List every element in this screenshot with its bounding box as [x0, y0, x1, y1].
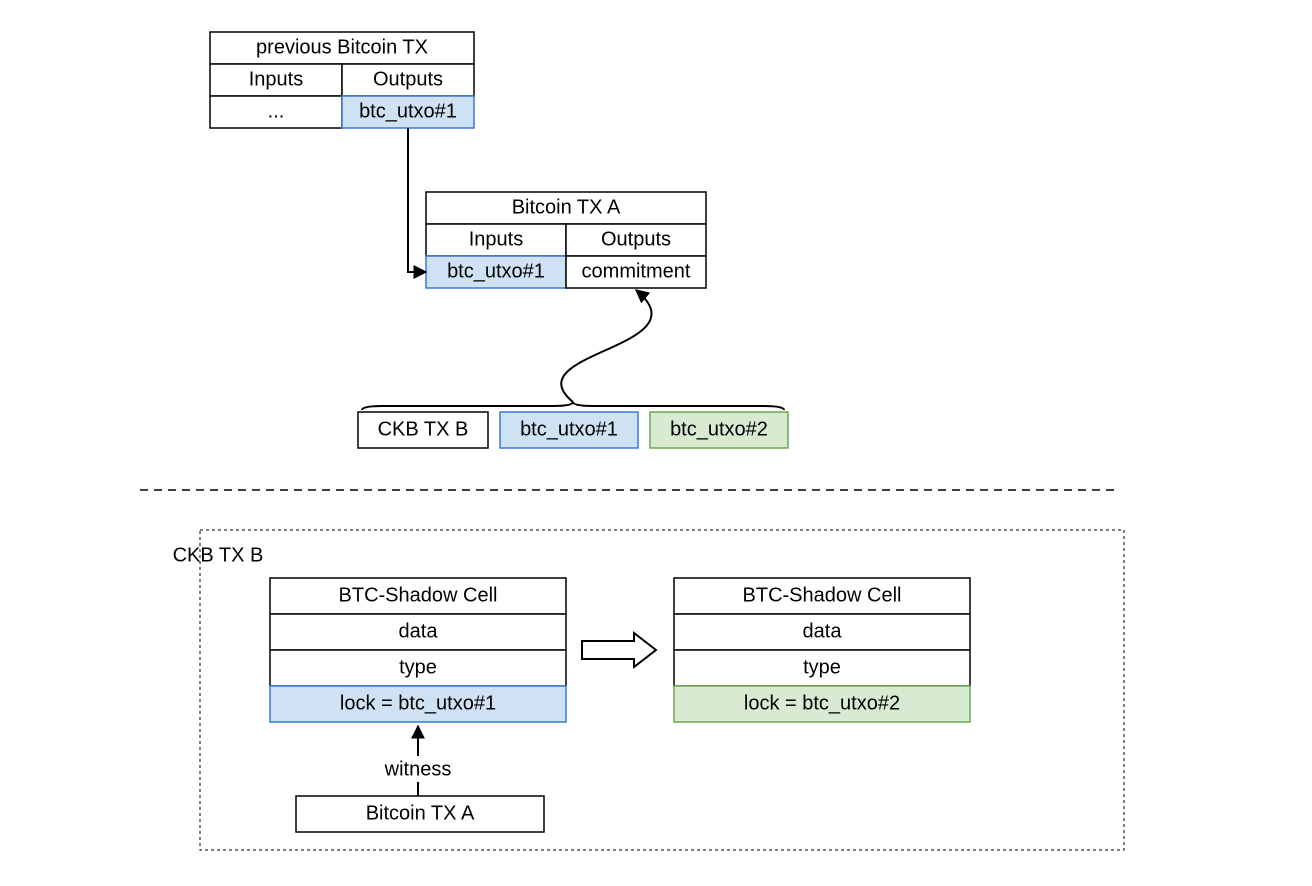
bitcoin-tx-a: Bitcoin TX A Inputs Outputs btc_utxo#1 commi… — [426, 192, 706, 288]
transform-arrow-icon — [582, 633, 656, 667]
btc-shadow-cell-right-row-2: type — [803, 656, 841, 678]
svg-text:CKB TX B: CKB TX B — [378, 418, 469, 440]
previous-bitcoin-tx: previous Bitcoin TX Inputs Outputs... btc_u… — [210, 32, 474, 128]
btc-shadow-cell-left-row-3: lock = btc_utxo#1 — [340, 692, 496, 714]
svg-text:btc_utxo#1: btc_utxo#1 — [359, 100, 457, 122]
commitment-brace — [362, 402, 784, 410]
btc-shadow-cell-right-row-3: lock = btc_utxo#2 — [744, 692, 900, 714]
svg-text:btc_utxo#1: btc_utxo#1 — [520, 418, 618, 440]
btc-shadow-cell-left: BTC-Shadow Cell data type lock = btc_utxo#1 — [270, 578, 566, 722]
svg-text:Outputs: Outputs — [601, 228, 671, 250]
prev-tx-outputs-label: Outputs — [373, 68, 443, 90]
witness-label: witness — [384, 758, 452, 780]
witness-box-label: Bitcoin TX A — [366, 802, 475, 824]
commitment-row: CKB TX B btc_utxo#1 btc_utxo#2 — [358, 290, 788, 448]
btc-shadow-cell-right: BTC-Shadow Cell data type lock = btc_utxo#2 — [674, 578, 970, 722]
svg-text:btc_utxo#2: btc_utxo#2 — [670, 418, 768, 440]
btc-shadow-cell-right-row-1: data — [803, 620, 843, 642]
diagram-canvas: previous Bitcoin TX Inputs Outputs... btc_u… — [0, 0, 1312, 886]
prev-tx-title: previous Bitcoin TX — [256, 36, 428, 58]
svg-text:Inputs: Inputs — [469, 228, 523, 250]
btc-shadow-cell-left-row-2: type — [399, 656, 437, 678]
ckb-panel-label: CKB TX B — [173, 544, 264, 566]
btc-shadow-cell-right-row-0: BTC-Shadow Cell — [743, 584, 902, 606]
svg-text:btc_utxo#1: btc_utxo#1 — [447, 260, 545, 282]
svg-text:...: ... — [268, 100, 285, 122]
tx-a-title: Bitcoin TX A — [512, 196, 621, 218]
prev-tx-inputs-label: Inputs — [249, 68, 303, 90]
btc-shadow-cell-left-row-0: BTC-Shadow Cell — [339, 584, 498, 606]
btc-shadow-cell-left-row-1: data — [399, 620, 439, 642]
arrow-prev-to-txa — [408, 128, 426, 272]
svg-text:commitment: commitment — [582, 260, 691, 282]
arrow-commitment-to-txa — [561, 290, 651, 402]
